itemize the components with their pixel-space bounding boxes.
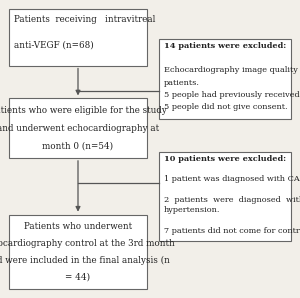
Text: 5 people did not give consent.: 5 people did not give consent. [164, 103, 287, 111]
Text: 10 patients were excluded:: 10 patients were excluded: [164, 155, 286, 163]
FancyBboxPatch shape [159, 39, 291, 119]
Text: and underwent echocardiography at: and underwent echocardiography at [0, 124, 159, 133]
Text: month 0 (n=54): month 0 (n=54) [42, 141, 114, 150]
Text: 5 people had previously received Anti-VEGF.: 5 people had previously received Anti-VE… [164, 91, 300, 99]
FancyBboxPatch shape [9, 98, 147, 158]
Text: 1 patient was diagnosed with CAD: 1 patient was diagnosed with CAD [164, 175, 300, 183]
Text: 7 patients did not come for control.: 7 patients did not come for control. [164, 226, 300, 235]
Text: Patients who underwent: Patients who underwent [24, 222, 132, 231]
Text: patients.: patients. [164, 79, 200, 87]
Text: anti-VEGF (n=68): anti-VEGF (n=68) [14, 40, 93, 49]
Text: Patients  receiving   intravitreal: Patients receiving intravitreal [14, 15, 155, 24]
Text: 14 patients were excluded:: 14 patients were excluded: [164, 42, 286, 50]
Text: Patients who were eligible for the study: Patients who were eligible for the study [0, 106, 167, 115]
Text: hypertension.: hypertension. [164, 206, 220, 214]
Text: Echocardiography image quality was poor in 4: Echocardiography image quality was poor … [164, 66, 300, 74]
FancyBboxPatch shape [9, 9, 147, 66]
Text: echocardiography control at the 3rd month: echocardiography control at the 3rd mont… [0, 239, 174, 248]
FancyBboxPatch shape [159, 152, 291, 241]
Text: and were included in the final analysis (n: and were included in the final analysis … [0, 256, 170, 265]
Text: = 44): = 44) [65, 273, 91, 282]
FancyBboxPatch shape [9, 215, 147, 289]
Text: 2  patients  were  diagnosed  with: 2 patients were diagnosed with [164, 196, 300, 204]
